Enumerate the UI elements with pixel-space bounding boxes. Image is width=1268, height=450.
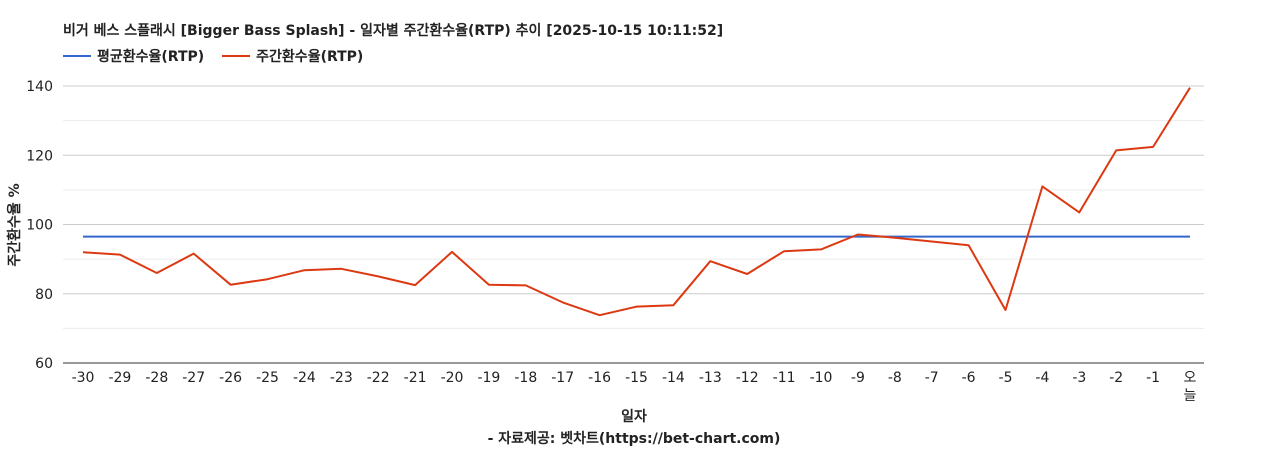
x-tick-label: -10 <box>810 370 833 386</box>
x-tick-label: -22 <box>367 370 390 386</box>
y-axis-ticks: 60 80 100 120 140 <box>26 79 53 372</box>
x-tick-label: -6 <box>962 370 976 386</box>
x-tick-label: -27 <box>182 370 205 386</box>
x-tick-label: -14 <box>662 370 685 386</box>
x-tick-label: -7 <box>925 370 939 386</box>
legend-swatch-average <box>63 55 91 57</box>
y-tick-label: 140 <box>26 79 53 95</box>
x-tick-label: -21 <box>404 370 427 386</box>
legend-swatch-weekly <box>222 55 251 57</box>
legend-item-weekly[interactable]: 주간환수율(RTP) <box>222 46 363 66</box>
x-tick-label: -29 <box>108 370 131 386</box>
x-tick-label: -15 <box>625 370 648 386</box>
x-tick-label: -12 <box>736 370 759 386</box>
x-tick-label: -28 <box>145 370 168 386</box>
x-tick-label: -24 <box>293 370 316 386</box>
x-tick-label: -18 <box>514 370 537 386</box>
y-tick-label: 100 <box>26 218 53 234</box>
x-tick-label: -16 <box>588 370 611 386</box>
x-tick-label: -13 <box>699 370 722 386</box>
x-tick-label: -20 <box>441 370 464 386</box>
y-tick-label: 60 <box>35 356 53 372</box>
legend-label-weekly: 주간환수율(RTP) <box>256 49 364 65</box>
grid-layer <box>63 85 1204 364</box>
x-tick-label: -9 <box>851 370 865 386</box>
series-layer <box>82 87 1191 317</box>
legend-label-average: 평균환수율(RTP) <box>97 49 205 65</box>
x-tick-label: -5 <box>999 370 1013 386</box>
source-credit: - 자료제공: 벳차트(https://bet-chart.com) <box>487 431 781 447</box>
x-tick-label: -3 <box>1072 370 1086 386</box>
x-axis-ticks: -30 -29 -28 -27 -26 -25 -24 -23 -22 -21 -20 -19 -18-… <box>72 370 1197 404</box>
x-tick-label: -23 <box>330 370 353 386</box>
legend-item-average[interactable]: 평균환수율(RTP) <box>63 46 204 66</box>
y-axis-label: 주간환수율 % <box>7 183 23 267</box>
x-tick-label: -30 <box>72 370 95 386</box>
y-tick-label: 120 <box>26 148 53 164</box>
x-tick-label: -25 <box>256 370 279 386</box>
x-tick-label: -26 <box>219 370 242 386</box>
y-tick-label: 80 <box>35 287 53 303</box>
x-tick-label: -11 <box>773 370 796 386</box>
chart-title: 비거 베스 스플래시 [Bigger Bass Splash] - 일자별 주간… <box>63 23 724 39</box>
series-line-weekly[interactable] <box>82 87 1191 317</box>
x-axis-label: 일자 <box>621 409 647 425</box>
x-tick-label: -4 <box>1035 370 1049 386</box>
x-tick-label: -2 <box>1109 370 1123 386</box>
x-tick-label: -1 <box>1146 370 1160 386</box>
x-tick-label: -17 <box>551 370 574 386</box>
x-tick-label: -19 <box>477 370 500 386</box>
legend: 평균환수율(RTP) 주간환수율(RTP) <box>63 46 381 66</box>
x-tick-label: -8 <box>888 370 902 386</box>
